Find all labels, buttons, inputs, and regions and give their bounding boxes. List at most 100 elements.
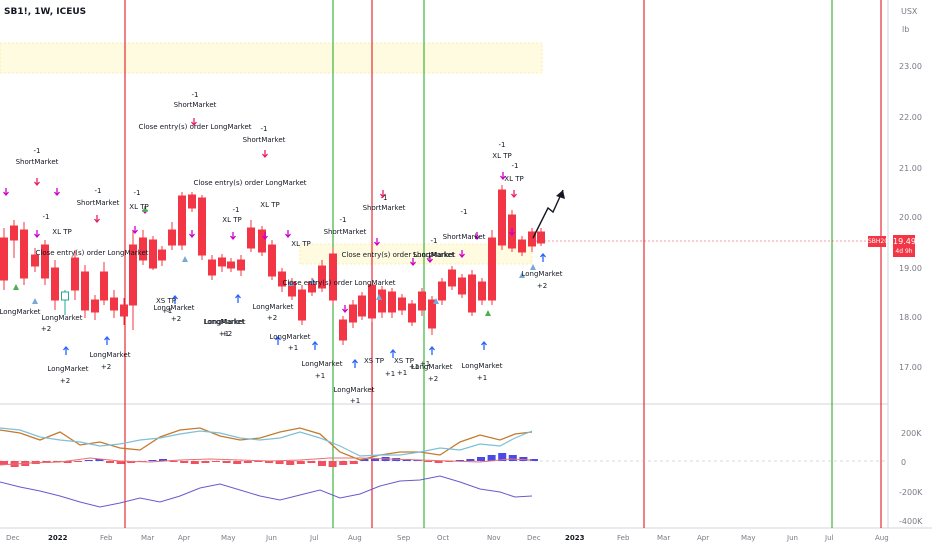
long-arrow [429,345,435,355]
annotation-label: +1 [162,307,172,315]
histogram-bar [275,461,284,464]
annotation-label: LongMarket [461,362,502,370]
histogram-bar [63,461,72,463]
current-price: 19.49 [893,237,916,246]
annotation-label: +2 [222,330,232,338]
candle-body [368,284,376,319]
histogram-bar [190,461,199,464]
symbol-title[interactable]: SB1!, 1W, ICEUS [4,7,87,17]
annotation-label: ShortMarket [413,251,456,259]
candle-body [247,227,255,249]
time-tick: May [741,534,755,542]
candle-body [278,271,286,287]
short-arrow [342,305,348,314]
histogram-bar [318,461,326,466]
histogram-bar [413,460,422,461]
annotation-label: -1 [233,206,240,214]
annotation-label: ShortMarket [16,158,59,166]
short-arrow [94,215,100,224]
histogram-bar [222,461,231,463]
annotation-label: XS TP [364,357,384,365]
histogram-bar [127,461,136,463]
candle-body [318,265,326,289]
long-arrow [63,345,69,355]
candle-body [158,249,166,261]
long-arrow [540,252,546,262]
annotation-label: -1 [34,147,41,155]
histogram-bar [95,459,104,461]
annotation-label: +2 [171,315,181,323]
candle-body [218,257,226,267]
long-arrow [390,348,396,358]
annotation-label: XL TP [222,216,241,224]
candle-body [498,189,506,246]
bar-countdown: 4d 9h [895,248,913,255]
histogram-bar [0,461,8,465]
histogram-bar [159,459,167,461]
short-arrow [410,258,416,267]
xs-triangle [13,284,19,290]
candle-body [100,271,108,301]
annotation-label: -1 [95,187,102,195]
candle-body [129,244,137,306]
candle-body [428,299,436,329]
short-arrow [374,238,380,247]
annotation-label: +1 [420,360,430,368]
annotation-label: LongMarket [333,386,374,394]
candle-body [268,244,276,277]
candle-body [61,291,69,301]
annotation-label: -1 [381,194,388,202]
time-tick: Feb [617,534,630,542]
time-tick: Aug [875,534,889,542]
annotation-label: -1 [192,91,199,99]
annotation-label: +1 [315,372,325,380]
long-arrow [481,340,487,350]
annotation-label: Close entry(s) order LongMarket [282,279,395,287]
annotation-label: -1 [43,213,50,221]
annotation-label: -1 [431,237,438,245]
candle-body [448,269,456,287]
annotation-label: LongMarket [153,304,194,312]
short-arrow [285,230,291,239]
histogram-bar [148,460,157,461]
histogram-bar [487,455,496,461]
long-arrow [275,335,281,345]
candle-body [51,267,59,301]
histogram-bar [360,459,369,461]
candlestick-series[interactable] [0,185,545,345]
histogram-bar [286,461,295,465]
annotation-label: LongMarket [252,303,293,311]
indicator-pane[interactable] [0,427,888,508]
xs-triangle [32,298,38,304]
short-arrow [34,230,40,239]
candle-body [149,239,157,269]
annotation-label: XS TP [156,297,176,305]
oscillator-purple [0,475,533,508]
annotation-label: +1 [397,369,407,377]
candle-body [110,297,118,311]
drawn-arrow[interactable] [532,189,565,239]
price-tick: 19.00 [899,264,922,273]
time-tick: Oct [437,534,449,542]
xs-triangle [310,278,316,284]
xs-triangle [485,310,491,316]
time-tick: Jun [786,534,798,542]
short-arrow [474,232,480,241]
time-axis[interactable]: Dec 2022 Feb Mar Apr May Jun Jul Aug Sep… [6,534,889,542]
histogram-bar [339,461,348,465]
time-tick: Dec [6,534,20,542]
time-tick: May [221,534,235,542]
annotation-label: +2 [41,325,51,333]
candle-body [408,303,416,323]
candle-body [188,194,196,209]
histogram-bar [445,461,454,462]
current-price-tag: 19.49 4d 9h [893,235,916,257]
annotation-label: -1 [461,208,468,216]
candle-body [91,299,99,313]
long-arrow [235,293,241,303]
candle-body [518,239,526,253]
annotation-label: +2 [267,314,277,322]
histogram-bar [106,461,114,463]
